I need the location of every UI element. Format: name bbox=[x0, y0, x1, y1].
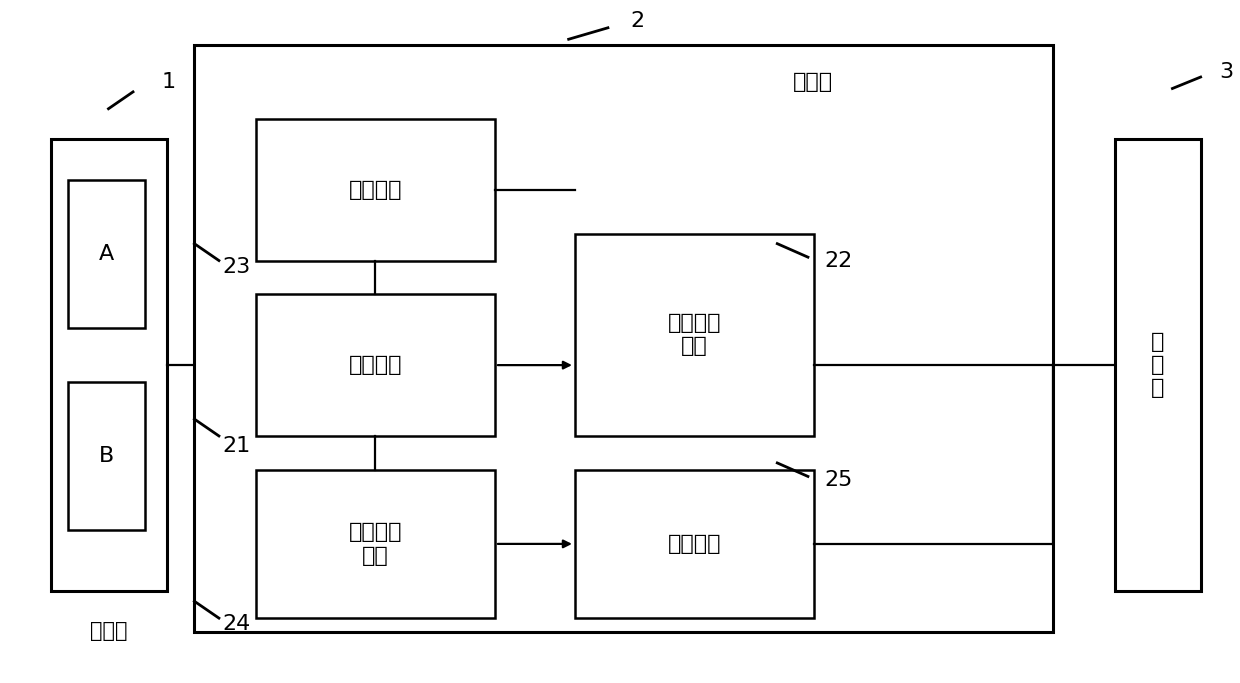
Bar bbox=[195, 44, 1054, 632]
Text: 第一计算
模块: 第一计算 模块 bbox=[667, 313, 722, 357]
Text: 25: 25 bbox=[823, 470, 852, 490]
Text: 2: 2 bbox=[630, 11, 644, 31]
Bar bbox=[255, 470, 495, 618]
Text: 1: 1 bbox=[161, 72, 175, 92]
Bar bbox=[575, 234, 815, 436]
Text: 3: 3 bbox=[1219, 61, 1233, 82]
Text: 第二计算
模块: 第二计算 模块 bbox=[348, 522, 402, 566]
Text: 获取模块: 获取模块 bbox=[348, 355, 402, 375]
Text: 绘制模块: 绘制模块 bbox=[667, 534, 722, 554]
Bar bbox=[1115, 139, 1200, 591]
Text: 检测端: 检测端 bbox=[91, 622, 128, 641]
Bar bbox=[68, 382, 145, 531]
Bar bbox=[255, 119, 495, 260]
Bar bbox=[51, 139, 167, 591]
Text: 21: 21 bbox=[223, 436, 250, 456]
Text: 24: 24 bbox=[223, 613, 250, 634]
Text: 处理器: 处理器 bbox=[792, 72, 833, 92]
Bar bbox=[255, 294, 495, 436]
Text: B: B bbox=[99, 446, 114, 466]
Text: 23: 23 bbox=[223, 257, 250, 277]
Bar bbox=[575, 470, 815, 618]
Text: 配置模块: 配置模块 bbox=[348, 180, 402, 199]
Bar bbox=[68, 180, 145, 328]
Text: 显
示
屏: 显 示 屏 bbox=[1151, 332, 1164, 398]
Text: A: A bbox=[99, 244, 114, 264]
Text: 22: 22 bbox=[823, 251, 852, 270]
